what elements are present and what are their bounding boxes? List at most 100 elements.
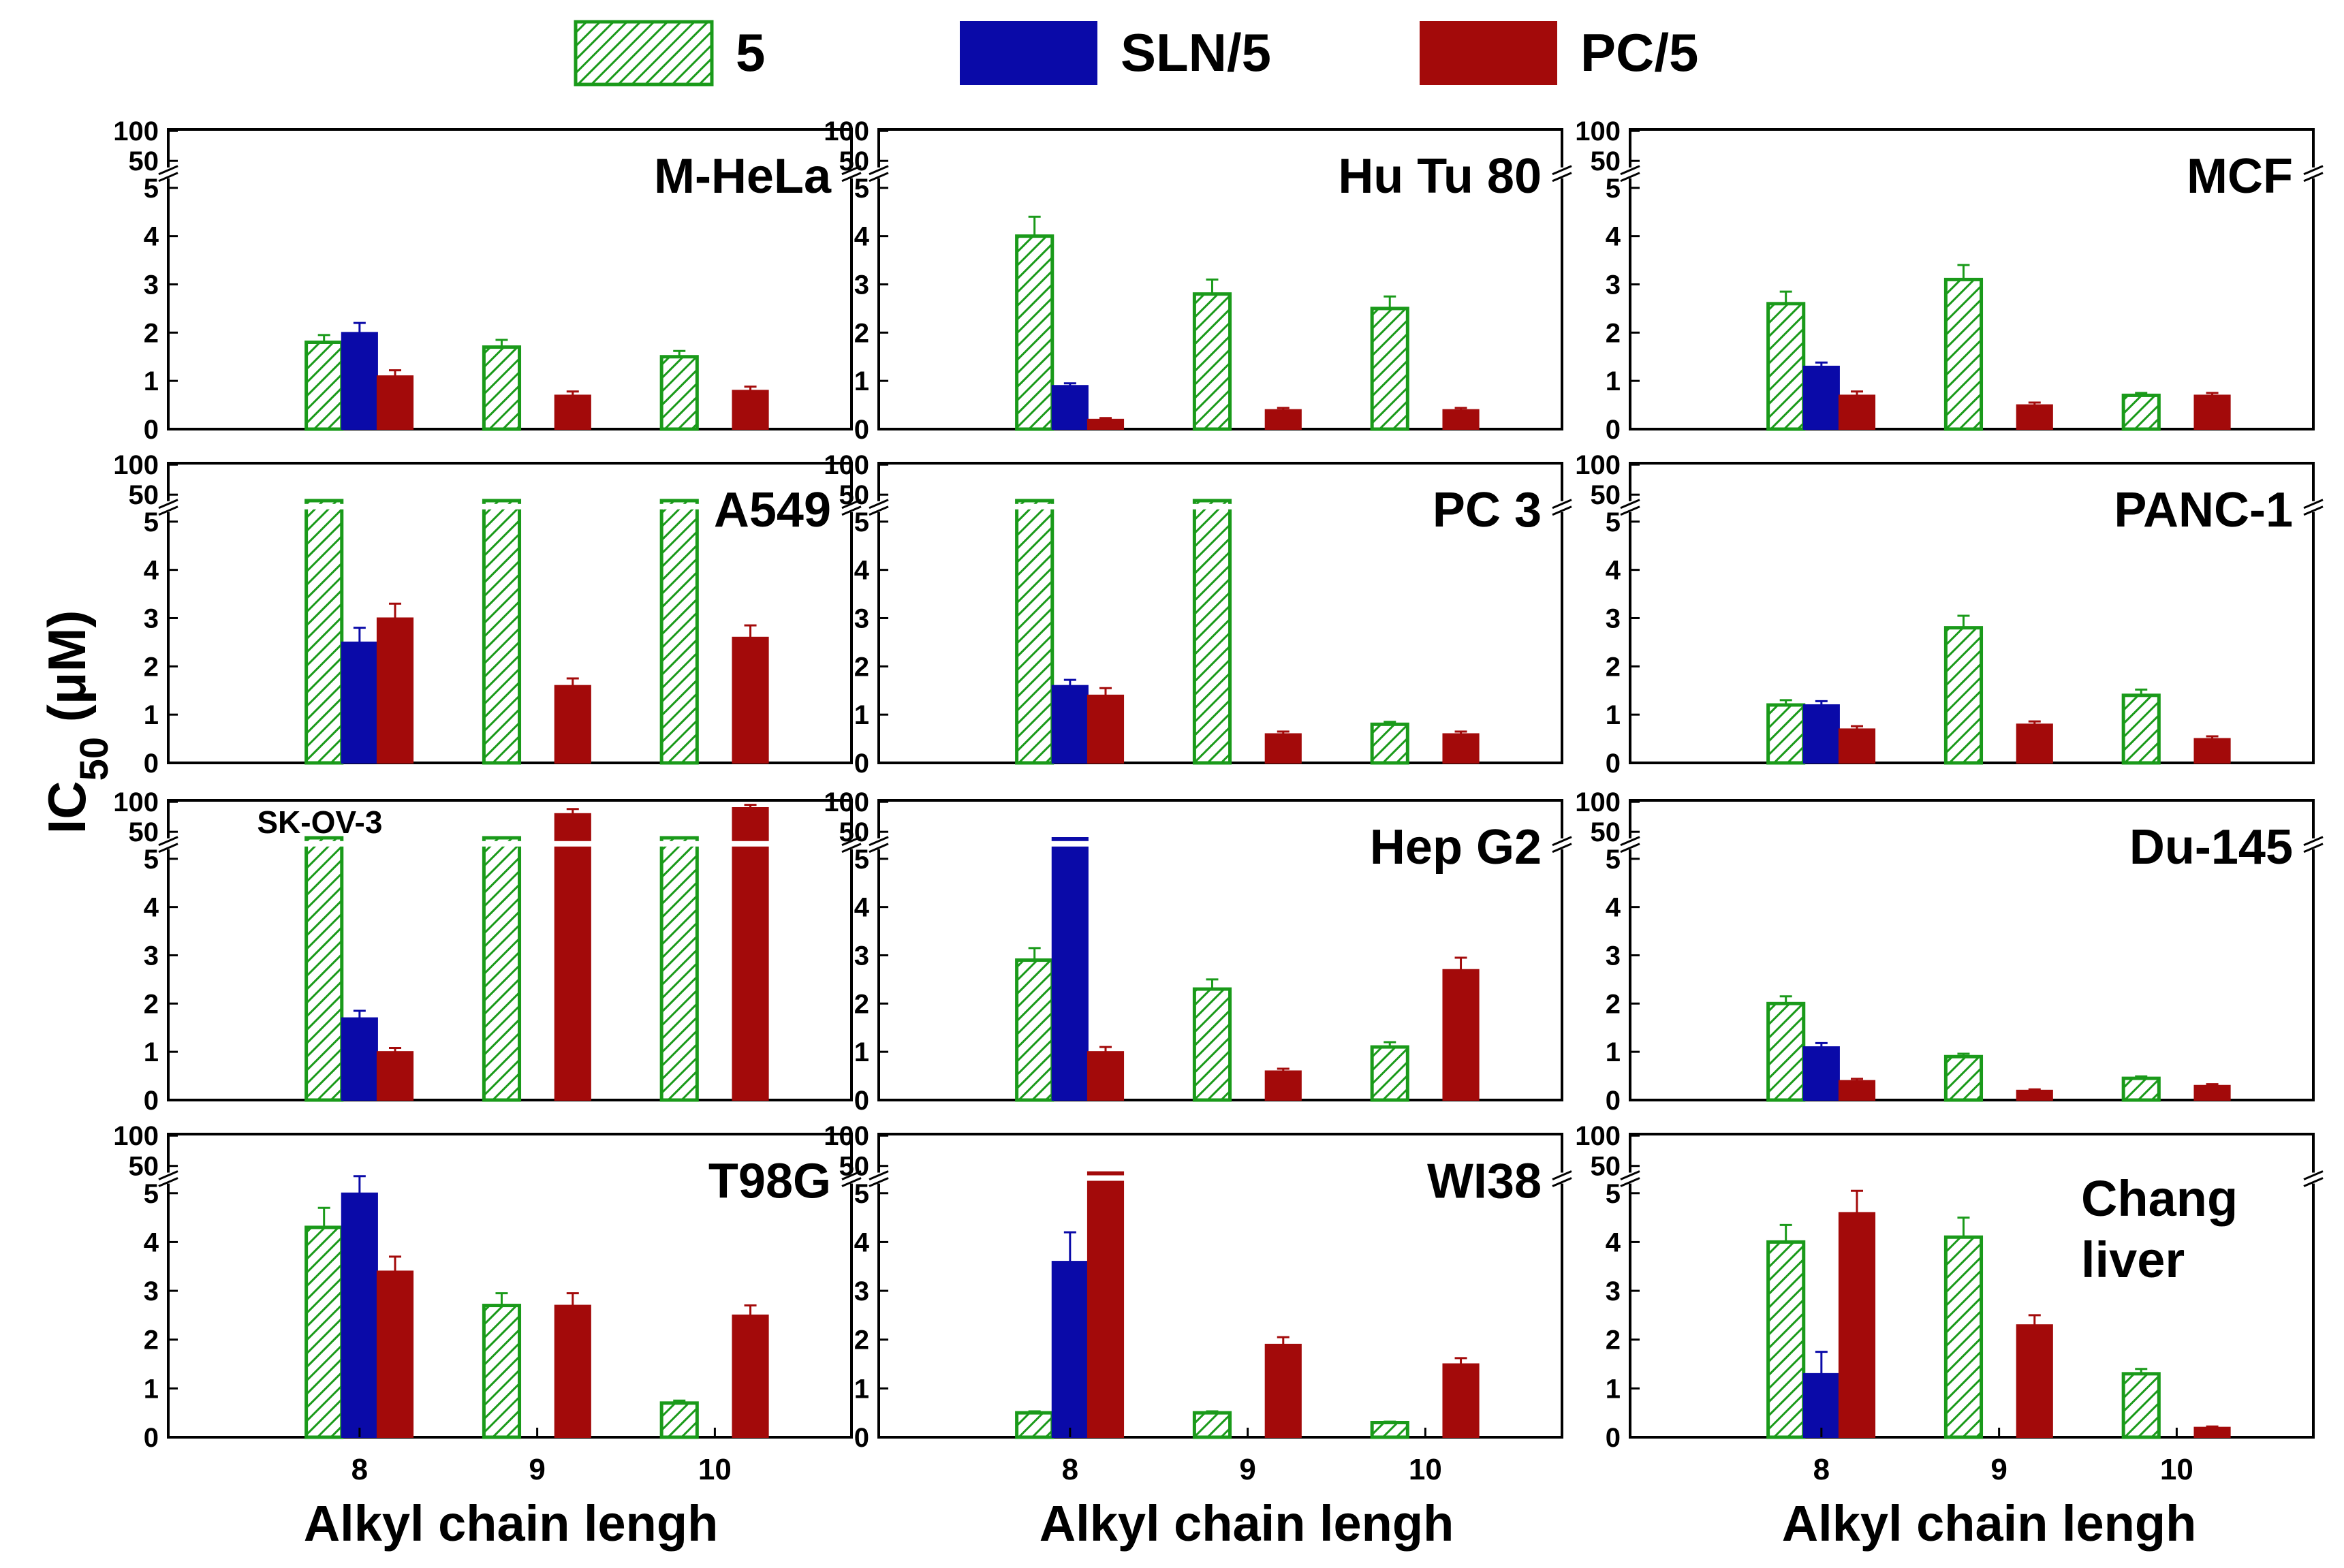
y-tick-label: 2 (1606, 318, 1621, 348)
bar-PC-5-10 (732, 636, 769, 764)
axis-break-mark (158, 843, 178, 853)
y-tick-label: 4 (1606, 222, 1621, 252)
y-tick-label: 50 (129, 480, 159, 510)
y-tick-label: 2 (144, 318, 159, 348)
bar-PC-5-10 (2193, 738, 2231, 764)
y-tick-label: 50 (839, 817, 870, 847)
bar-5-10 (1370, 1045, 1409, 1102)
y-tick-label: 4 (854, 556, 870, 586)
bar-PC-5-8 (1838, 1212, 1876, 1438)
bar-SLN-5-8 (341, 641, 378, 764)
bar-SLN-5-8 (1802, 1046, 1840, 1101)
legend-label-5: 5 (736, 22, 765, 82)
axis-break-mark (158, 1170, 178, 1180)
y-tick-label: 0 (1606, 415, 1621, 445)
axis-break-mark (1552, 843, 1572, 853)
bar-PC-5-9 (554, 813, 591, 1101)
bar-PC-5-10 (2193, 1084, 2231, 1101)
bar-5-10 (1370, 307, 1409, 431)
x-axis-label-2: Alkyl chain lengh (1040, 1495, 1454, 1552)
axis-break-mark (158, 836, 178, 847)
ylabel-subscript: 50 (72, 737, 116, 781)
y-tick-label: 2 (854, 989, 869, 1019)
axis-break-mark (158, 1177, 178, 1187)
axis-break-mark (841, 172, 862, 183)
x-axis-label-3: Alkyl chain lengh (1782, 1495, 2197, 1552)
bar-break-gap (1050, 841, 1090, 847)
axis-break-mark (2303, 843, 2324, 853)
panel-title: MCF (2187, 149, 2293, 204)
y-tick-label: 5 (144, 1179, 159, 1209)
panel-title: WI38 (1427, 1154, 1542, 1208)
panel-title: A549 (714, 483, 831, 537)
legend-swatch-SLN-5 (960, 21, 1097, 85)
x-tick-label: 10 (1409, 1453, 1442, 1486)
axis-break-mark (1620, 1170, 1640, 1180)
bar-PC-5-9 (1264, 1070, 1302, 1101)
x-axis-label-1: Alkyl chain lengh (304, 1495, 719, 1552)
bar-PC-5-8 (376, 1051, 414, 1101)
axis-break-mark (2303, 499, 2324, 509)
bar-break-gap (659, 503, 700, 509)
axis-break-mark (1552, 172, 1572, 183)
bar-PC-5-8 (1087, 694, 1125, 764)
bar-5-8 (1015, 958, 1054, 1102)
y-tick-label: 100 (824, 450, 869, 480)
y-tick-label: 0 (144, 1086, 159, 1116)
y-tick-label: 2 (854, 1326, 869, 1355)
y-tick-label: 5 (854, 1179, 869, 1209)
bar-5-9 (1192, 292, 1232, 431)
bar-PC-5-8 (376, 375, 414, 430)
bar-5-9 (482, 1304, 522, 1439)
axis-break-mark (2303, 505, 2324, 516)
bar-PC-5-8 (1838, 394, 1876, 430)
y-tick-label: 100 (113, 450, 159, 480)
y-tick-label: 1 (144, 1037, 159, 1067)
bar-5-10 (659, 355, 699, 431)
y-tick-label: 3 (1606, 941, 1621, 971)
bar-5-8 (1766, 1240, 1806, 1439)
bar-5-9 (1943, 277, 1984, 431)
axis-break-mark (1552, 836, 1572, 847)
y-tick-label: 100 (1575, 787, 1621, 817)
bar-5-8 (1766, 302, 1806, 431)
bar-break-gap (304, 503, 344, 509)
ylabel-main: IC (37, 781, 97, 834)
bar-PC-5-8 (376, 1270, 414, 1438)
axis-break-mark (1620, 165, 1640, 176)
axis-break-mark (158, 505, 178, 516)
y-tick-label: 1 (144, 700, 159, 730)
y-tick-label: 50 (1591, 146, 1621, 176)
bar-PC-5-10 (732, 1314, 769, 1438)
y-tick-label: 0 (1606, 1423, 1621, 1453)
axis-break-mark (158, 172, 178, 183)
bar-PC-5-9 (2016, 1089, 2053, 1101)
x-tick-label: 9 (1990, 1453, 2007, 1486)
axis-break-mark (1552, 505, 1572, 516)
y-tick-label: 3 (854, 1276, 869, 1306)
y-tick-label: 3 (854, 270, 869, 300)
y-tick-label: 4 (854, 222, 870, 252)
panel-title: Hu Tu 80 (1338, 149, 1542, 204)
bar-5-9 (1192, 987, 1232, 1102)
bar-SLN-5-8 (341, 332, 378, 430)
x-tick-label: 8 (351, 1453, 368, 1486)
bar-break-gap (1014, 503, 1054, 509)
y-tick-label: 100 (1575, 1121, 1621, 1151)
bar-5-10 (659, 1401, 699, 1439)
bar-SLN-5-8 (341, 1017, 378, 1101)
bar-5-10 (1370, 1421, 1409, 1439)
y-tick-label: 1 (854, 1037, 869, 1067)
axis-break-mark (841, 499, 862, 509)
bar-SLN-5-8 (1051, 1261, 1089, 1438)
bar-5-10 (2121, 693, 2161, 765)
y-tick-label: 100 (824, 1121, 869, 1151)
y-tick-label: 1 (1606, 366, 1621, 396)
y-tick-label: 2 (144, 652, 159, 682)
y-tick-label: 5 (1606, 174, 1621, 204)
y-tick-label: 50 (129, 1152, 159, 1182)
bar-PC-5-10 (1442, 1363, 1480, 1438)
y-tick-label: 0 (1606, 1086, 1621, 1116)
